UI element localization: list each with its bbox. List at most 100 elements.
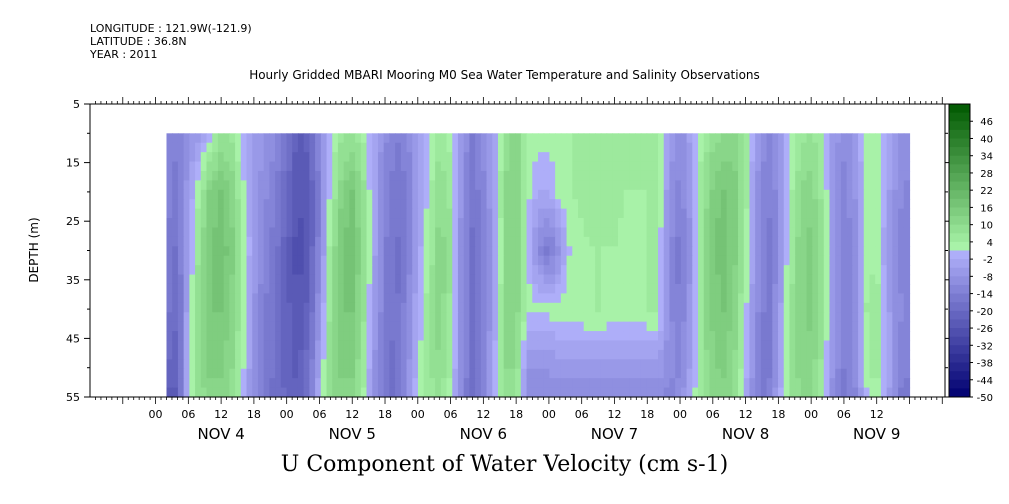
heatmap-cell <box>680 274 688 285</box>
heatmap-cell <box>863 312 871 323</box>
heatmap-cell <box>509 227 516 238</box>
heatmap-cell <box>526 265 533 276</box>
heatmap-cell <box>783 208 791 219</box>
heatmap-cell <box>606 133 613 144</box>
heatmap-cell <box>217 368 225 379</box>
heatmap-cell <box>669 321 676 332</box>
heatmap-cell <box>172 359 179 370</box>
heatmap-cell <box>686 274 693 285</box>
heatmap-cell <box>423 255 430 266</box>
heatmap-cell <box>343 208 350 219</box>
heatmap-cell <box>789 180 796 191</box>
heatmap-cell <box>189 265 196 276</box>
heatmap-cell <box>572 218 579 229</box>
heatmap-cell <box>337 142 345 153</box>
heatmap-cell <box>229 236 236 247</box>
heatmap-cell <box>280 227 288 238</box>
heatmap-cell <box>480 161 488 172</box>
heatmap-cell <box>366 255 373 266</box>
heatmap-cell <box>829 349 836 360</box>
heatmap-cell <box>263 236 270 247</box>
heatmap-cell <box>412 255 419 266</box>
heatmap-cell <box>435 133 442 144</box>
heatmap-cell <box>903 199 911 210</box>
heatmap-cell <box>177 274 185 285</box>
heatmap-cell <box>789 283 796 295</box>
colorbar-swatch <box>949 224 970 234</box>
heatmap-cell <box>686 293 693 304</box>
heatmap-cell <box>360 378 368 389</box>
heatmap-cell <box>886 331 893 342</box>
heatmap-cell <box>349 227 356 238</box>
heatmap-cell <box>800 312 808 323</box>
heatmap-cell <box>783 236 791 247</box>
colorbar-swatch <box>949 147 970 157</box>
heatmap-cell <box>555 387 562 398</box>
heatmap-cell <box>749 133 756 144</box>
heatmap-cell <box>446 227 453 238</box>
heatmap-cell <box>189 170 196 181</box>
heatmap-cell <box>766 368 773 379</box>
heatmap-cell <box>886 312 893 323</box>
heatmap-cell <box>823 142 831 153</box>
heatmap-cell <box>778 199 785 210</box>
heatmap-cell <box>903 236 911 247</box>
heatmap-cell <box>549 340 556 351</box>
heatmap-cell <box>612 133 619 144</box>
heatmap-cell <box>732 312 739 323</box>
heatmap-cell <box>372 142 379 153</box>
heatmap-cell <box>698 218 705 229</box>
heatmap-cell <box>212 283 219 295</box>
heatmap-cell <box>280 359 288 370</box>
heatmap-cell <box>663 161 671 172</box>
heatmap-cell <box>623 180 631 191</box>
heatmap-cell <box>749 274 756 285</box>
heatmap-cell <box>652 246 659 257</box>
heatmap-cell <box>377 321 385 332</box>
heatmap-cell <box>646 199 653 210</box>
heatmap-cell <box>800 161 808 172</box>
heatmap-cell <box>863 349 871 360</box>
heatmap-cell <box>698 236 705 247</box>
heatmap-cell <box>555 227 562 238</box>
heatmap-cell <box>332 331 339 342</box>
heatmap-cell <box>383 180 390 191</box>
heatmap-cell <box>675 349 682 360</box>
heatmap-cell <box>235 236 242 247</box>
heatmap-cell <box>743 274 751 285</box>
heatmap-cell <box>520 255 528 266</box>
heatmap-cell <box>360 152 368 163</box>
heatmap-cell <box>652 255 659 266</box>
heatmap-cell <box>903 152 911 163</box>
heatmap-cell <box>417 170 425 181</box>
heatmap-cell <box>623 236 631 247</box>
heatmap-cell <box>612 255 619 266</box>
heatmap-cell <box>286 312 293 323</box>
heatmap-cell <box>612 331 619 342</box>
heatmap-cell <box>503 283 511 295</box>
heatmap-cell <box>766 265 773 276</box>
heatmap-cell <box>629 180 636 191</box>
heatmap-cell <box>446 293 453 304</box>
heatmap-cell <box>795 321 802 332</box>
heatmap-cell <box>297 359 305 370</box>
heatmap-cell <box>886 161 893 172</box>
heatmap-cell <box>612 312 619 323</box>
heatmap-cell <box>469 246 476 257</box>
heatmap-cell <box>618 152 625 163</box>
heatmap-cell <box>829 340 836 351</box>
heatmap-cell <box>395 208 402 219</box>
heatmap-cell <box>172 199 179 210</box>
heatmap-cell <box>698 349 705 360</box>
heatmap-cell <box>715 152 722 163</box>
heatmap-cell <box>640 170 648 181</box>
heatmap-cell <box>303 312 310 323</box>
heatmap-cell <box>789 142 796 153</box>
heatmap-cell <box>595 236 602 247</box>
heatmap-cell <box>326 236 333 247</box>
heatmap-cell <box>320 236 328 247</box>
heatmap-cell <box>566 142 573 153</box>
heatmap-cell <box>795 161 802 172</box>
heatmap-cell <box>840 349 848 360</box>
heatmap-cell <box>680 312 688 323</box>
